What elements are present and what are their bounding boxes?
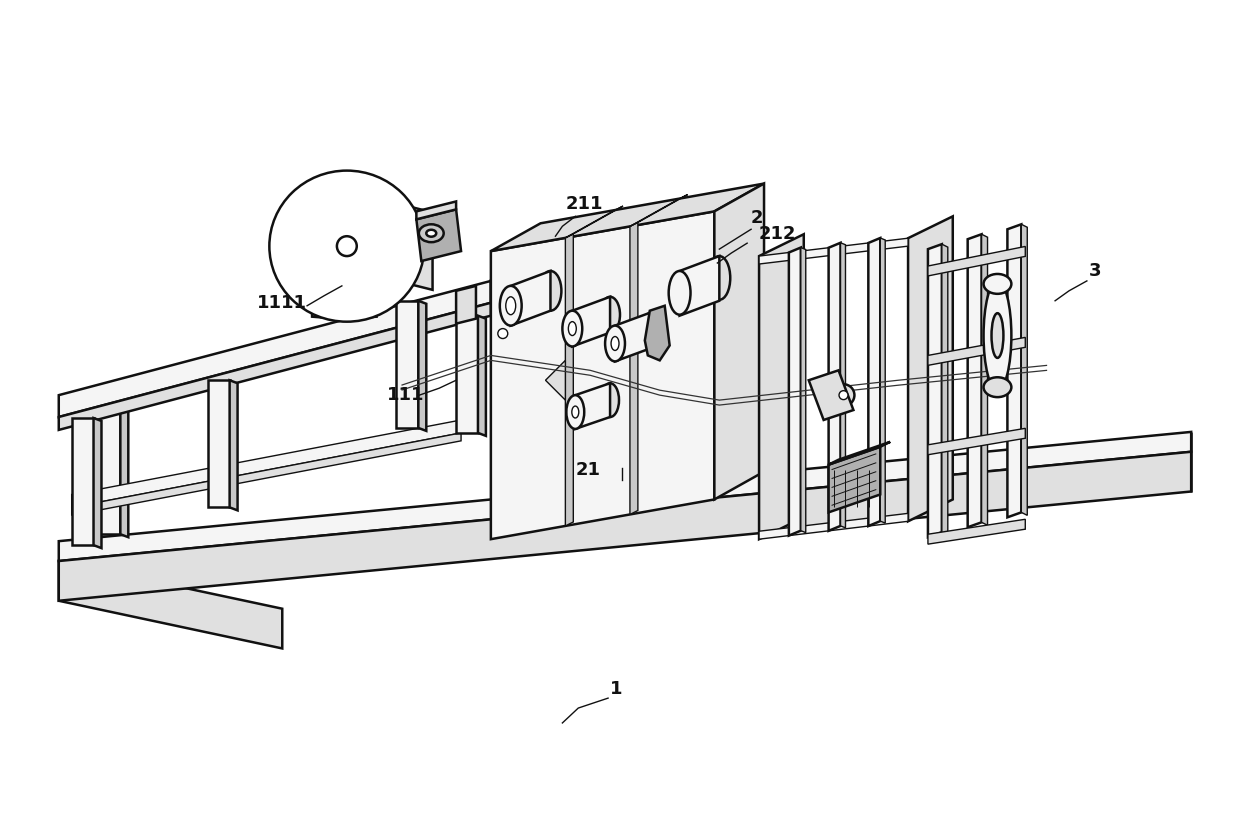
Text: 211: 211 — [565, 195, 603, 214]
Polygon shape — [58, 303, 491, 430]
Polygon shape — [456, 286, 476, 324]
Polygon shape — [808, 370, 853, 420]
Polygon shape — [868, 238, 880, 526]
Ellipse shape — [269, 171, 424, 322]
Ellipse shape — [708, 256, 730, 299]
Polygon shape — [72, 433, 461, 515]
Polygon shape — [575, 384, 610, 429]
Polygon shape — [630, 194, 687, 226]
Ellipse shape — [601, 384, 619, 417]
Polygon shape — [413, 208, 433, 290]
Ellipse shape — [668, 271, 691, 314]
Polygon shape — [828, 447, 880, 512]
Polygon shape — [759, 239, 908, 264]
Polygon shape — [928, 520, 1025, 544]
Polygon shape — [565, 234, 573, 526]
Polygon shape — [491, 211, 714, 539]
Polygon shape — [58, 432, 1192, 561]
Polygon shape — [565, 206, 622, 238]
Polygon shape — [928, 244, 942, 537]
Polygon shape — [928, 246, 1025, 276]
Text: 2: 2 — [751, 209, 764, 228]
Text: 212: 212 — [759, 225, 796, 244]
Ellipse shape — [568, 322, 577, 335]
Polygon shape — [908, 216, 952, 521]
Polygon shape — [841, 243, 846, 528]
Ellipse shape — [983, 377, 1012, 397]
Polygon shape — [573, 297, 610, 346]
Polygon shape — [58, 561, 283, 649]
Polygon shape — [72, 418, 93, 545]
Polygon shape — [417, 202, 456, 219]
Polygon shape — [511, 271, 551, 325]
Ellipse shape — [500, 286, 522, 325]
Ellipse shape — [983, 274, 1012, 294]
Ellipse shape — [992, 314, 1003, 358]
Polygon shape — [928, 429, 1025, 455]
Polygon shape — [630, 223, 637, 515]
Polygon shape — [880, 238, 885, 523]
Polygon shape — [546, 360, 565, 400]
Polygon shape — [312, 301, 337, 319]
Ellipse shape — [506, 297, 516, 314]
Polygon shape — [1022, 224, 1027, 515]
Ellipse shape — [600, 297, 620, 333]
Text: 1: 1 — [610, 681, 622, 698]
Text: 111: 111 — [387, 386, 424, 404]
Ellipse shape — [337, 236, 357, 256]
Polygon shape — [456, 316, 477, 433]
Ellipse shape — [611, 337, 619, 350]
Ellipse shape — [563, 311, 583, 346]
Polygon shape — [418, 301, 427, 431]
Ellipse shape — [642, 312, 662, 348]
Polygon shape — [615, 312, 652, 361]
Polygon shape — [828, 442, 890, 465]
Polygon shape — [759, 514, 908, 539]
Ellipse shape — [427, 229, 436, 237]
Polygon shape — [120, 407, 128, 537]
Polygon shape — [352, 301, 377, 319]
Ellipse shape — [983, 281, 1012, 390]
Polygon shape — [645, 306, 670, 360]
Ellipse shape — [539, 271, 562, 311]
Polygon shape — [58, 281, 491, 417]
Polygon shape — [58, 452, 1192, 600]
Ellipse shape — [567, 395, 584, 429]
Polygon shape — [491, 183, 764, 251]
Polygon shape — [98, 407, 120, 535]
Ellipse shape — [572, 406, 579, 418]
Polygon shape — [759, 234, 804, 539]
Polygon shape — [72, 420, 461, 507]
Polygon shape — [967, 234, 982, 527]
Ellipse shape — [832, 384, 854, 406]
Text: 21: 21 — [575, 460, 600, 479]
Polygon shape — [828, 243, 841, 530]
Polygon shape — [93, 418, 102, 548]
Polygon shape — [789, 248, 801, 535]
Polygon shape — [801, 248, 806, 533]
Polygon shape — [491, 281, 531, 318]
Polygon shape — [714, 183, 764, 500]
Polygon shape — [680, 256, 719, 316]
Ellipse shape — [839, 390, 848, 399]
Ellipse shape — [497, 329, 507, 339]
Ellipse shape — [419, 224, 444, 242]
Polygon shape — [229, 380, 238, 510]
Polygon shape — [982, 234, 987, 525]
Text: 1111: 1111 — [258, 294, 308, 312]
Ellipse shape — [605, 325, 625, 361]
Polygon shape — [417, 209, 461, 261]
Polygon shape — [928, 338, 1025, 365]
Text: 3: 3 — [1089, 262, 1101, 280]
Polygon shape — [942, 244, 947, 535]
Polygon shape — [397, 301, 418, 428]
Polygon shape — [1007, 224, 1022, 517]
Polygon shape — [208, 380, 229, 507]
Polygon shape — [477, 316, 486, 436]
